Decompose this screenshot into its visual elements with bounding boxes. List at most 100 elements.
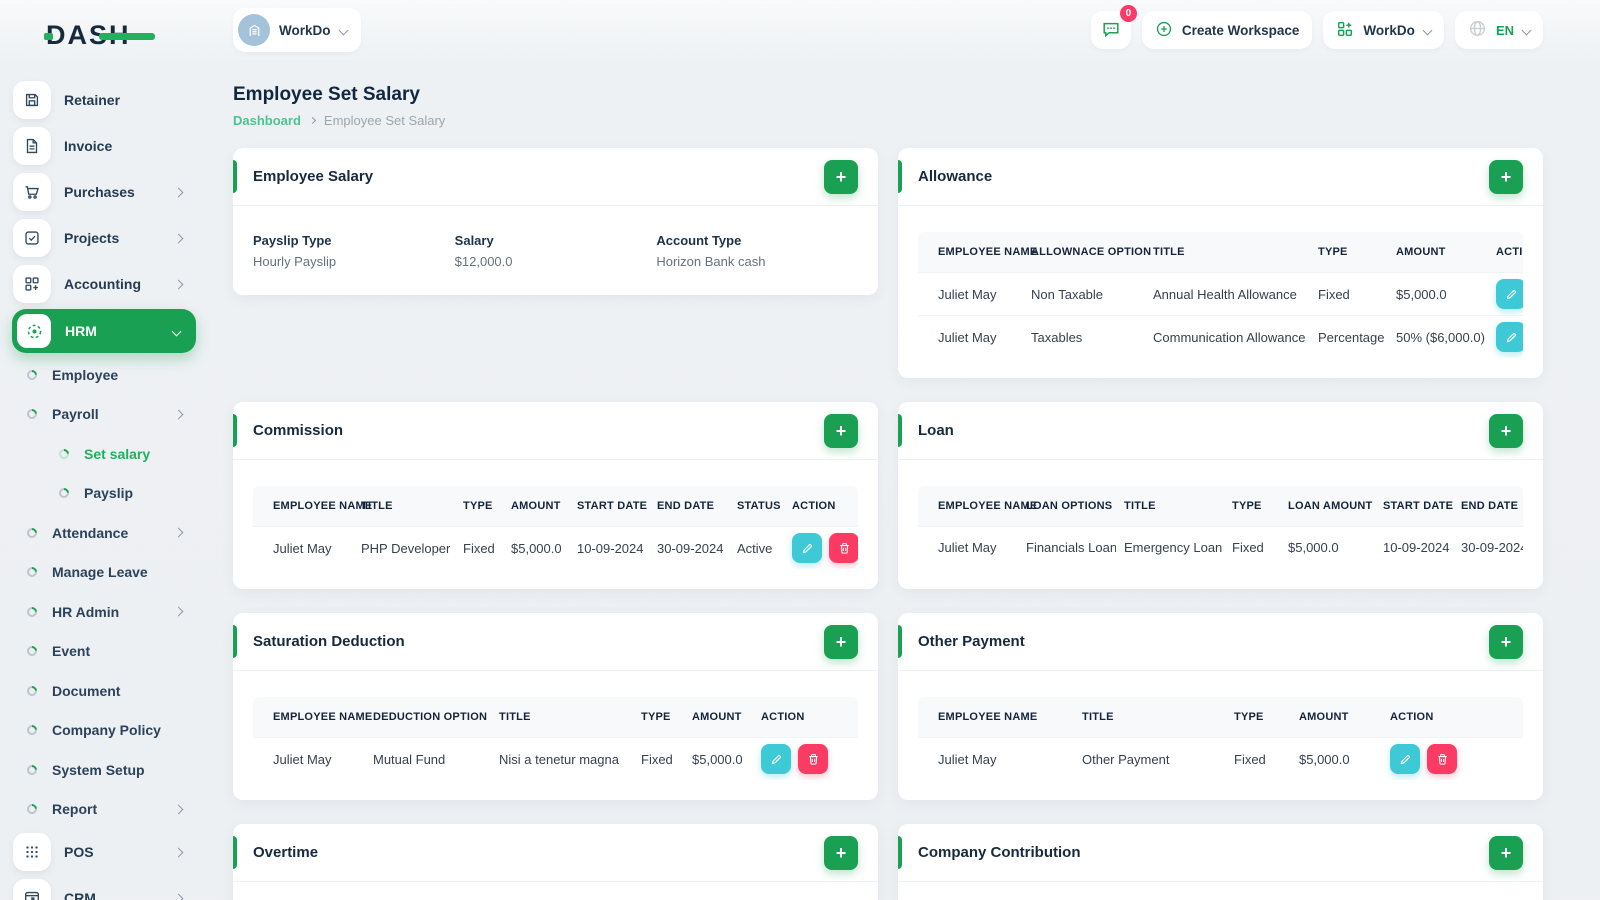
sidebar-item-report[interactable]: Report: [0, 790, 212, 830]
invoice-icon: [13, 127, 51, 165]
chevron-right-icon: [173, 187, 184, 197]
sidebar-item-set-salary[interactable]: Set salary: [0, 434, 212, 474]
bullet-icon: [24, 683, 40, 698]
add-overtime-button[interactable]: +: [824, 835, 858, 870]
sidebar-item-hrm[interactable]: HRM: [12, 309, 196, 353]
edit-button[interactable]: [1496, 279, 1523, 309]
sidebar-item-label: Report: [52, 801, 98, 818]
card-header: Loan +: [898, 402, 1543, 460]
topbar-actions: 0 Create Workspace WorkDo: [1090, 5, 1543, 49]
delete-button[interactable]: [1427, 744, 1457, 774]
field-list: Payslip Type Hourly Payslip Salary $12,000.…: [233, 206, 878, 295]
edit-button[interactable]: [761, 744, 791, 774]
field-value: Hourly Payslip: [253, 254, 337, 269]
chevron-down-icon: [1422, 25, 1433, 35]
other_payment-table: EMPLOYEE NAME TITLE TYPE AMOUNT ACTION Juliet…: [918, 697, 1523, 780]
messages-button[interactable]: 0: [1090, 5, 1137, 49]
add-saturation-deduction-button[interactable]: +: [824, 624, 858, 659]
workspace-switcher[interactable]: WorkDo: [233, 8, 361, 52]
sidebar-item-manage-leave[interactable]: Manage Leave: [0, 553, 212, 593]
table-cell: $5,000.0: [503, 526, 569, 569]
sidebar-item-label: System Setup: [52, 761, 145, 778]
breadcrumb-dashboard-link[interactable]: Dashboard: [233, 113, 301, 128]
table-cell: 30-09-2024: [649, 526, 729, 569]
table-cell: $5,000.0: [1388, 272, 1488, 316]
add-company-contribution-button[interactable]: +: [1489, 835, 1523, 870]
column-header-type: TYPE: [1310, 232, 1388, 273]
actions-cell: [1382, 737, 1523, 780]
card-header: Employee Salary +: [233, 148, 878, 206]
chevron-down-icon: [171, 326, 182, 336]
sidebar-item-attendance[interactable]: Attendance: [0, 513, 212, 553]
edit-button[interactable]: [1390, 744, 1420, 774]
card-allowance: Allowance + EMPLOYEE NAME ALLOWNACE OPTIO…: [898, 148, 1543, 378]
table-cell: Fixed: [1224, 526, 1280, 569]
column-header-title: TITLE: [491, 697, 633, 738]
sidebar-item-pos[interactable]: POS: [0, 829, 212, 875]
sidebar-item-crm[interactable]: CRM: [0, 875, 212, 900]
sidebar-item-label: HRM: [65, 323, 97, 339]
breadcrumb-current: Employee Set Salary: [323, 113, 446, 128]
bullet-icon: [24, 604, 40, 619]
actions-cell: [1488, 272, 1523, 316]
create-workspace-button[interactable]: Create Workspace: [1141, 11, 1313, 49]
chevron-right-icon: [173, 233, 184, 243]
language-label: EN: [1495, 22, 1514, 38]
sidebar-item-label: Manage Leave: [52, 564, 148, 581]
card-header: Company Contribution +: [898, 824, 1543, 882]
add-employee-salary-button[interactable]: +: [824, 159, 858, 194]
sidebar-item-hr-admin[interactable]: HR Admin: [0, 592, 212, 632]
add-commission-button[interactable]: +: [824, 413, 858, 448]
cards-grid: Employee Salary + Payslip Type Hourly Pay…: [233, 148, 1543, 900]
sidebar-item-payroll[interactable]: Payroll: [0, 395, 212, 435]
grid-plus-icon: [1336, 20, 1354, 41]
table-row: Juliet May Financials Loan Emergency Loan F…: [918, 526, 1523, 569]
delete-button[interactable]: [798, 744, 828, 774]
column-header-type: TYPE: [633, 697, 684, 738]
column-header-action: ACTION: [753, 697, 858, 738]
sidebar-item-label: Document: [52, 682, 121, 699]
sidebar-item-system-setup[interactable]: System Setup: [0, 750, 212, 790]
add-loan-button[interactable]: +: [1489, 413, 1523, 448]
card-body: EMPLOYEE NAME TITLE TYPE AMOUNT START DATE EN…: [233, 486, 878, 569]
column-header-employee-name: EMPLOYEE NAME: [918, 486, 1037, 527]
allowance-table: EMPLOYEE NAME ALLOWNACE OPTION TITLE TYPE AM…: [918, 232, 1523, 358]
sidebar-item-projects[interactable]: Projects: [0, 215, 212, 261]
column-header-end-date: END DATE: [649, 486, 729, 527]
add-other-payment-button[interactable]: +: [1489, 624, 1523, 659]
table-cell: 10-09-2024: [1375, 526, 1453, 569]
sidebar-item-label: CRM: [64, 890, 96, 900]
edit-button[interactable]: [1496, 322, 1523, 352]
sidebar-item-accounting[interactable]: Accounting: [0, 261, 212, 307]
table-cell: 30-09-2024: [1453, 526, 1523, 569]
card-header: Allowance +: [898, 148, 1543, 206]
saturation_deduction-table: EMPLOYEE NAME DEDUCTION OPTION TITLE TYPE AM…: [253, 697, 858, 780]
table-cell: Other Payment: [1074, 737, 1226, 780]
workdo-menu-button[interactable]: WorkDo: [1323, 11, 1444, 49]
add-allowance-button[interactable]: +: [1489, 159, 1523, 194]
sidebar-item-label: Invoice: [64, 138, 113, 154]
chevron-right-icon: [173, 409, 184, 420]
sidebar-item-retainer[interactable]: Retainer: [0, 77, 212, 123]
sidebar-item-document[interactable]: Document: [0, 671, 212, 711]
card-header: Commission +: [233, 402, 878, 460]
table-cell: Annual Health Allowance: [1145, 272, 1310, 316]
table-cell: Juliet May: [918, 737, 1074, 780]
language-button[interactable]: EN: [1454, 11, 1543, 49]
sidebar-item-company-policy[interactable]: Company Policy: [0, 711, 212, 751]
sidebar-item-payslip[interactable]: Payslip: [0, 474, 212, 514]
column-header-employee-name: EMPLOYEE NAME: [918, 697, 1074, 738]
sidebar-item-purchases[interactable]: Purchases: [0, 169, 212, 215]
table-cell: $5,000.0: [1291, 737, 1382, 780]
brand-logo[interactable]: DASH: [44, 20, 155, 51]
workspace-building-icon: [238, 14, 270, 46]
sidebar-item-invoice[interactable]: Invoice: [0, 123, 212, 169]
edit-button[interactable]: [792, 533, 822, 563]
card-title: Company Contribution: [918, 844, 1081, 861]
sidebar-item-employee[interactable]: Employee: [0, 355, 212, 395]
card-title: Allowance: [918, 168, 993, 185]
column-header-deduction-option: DEDUCTION OPTION: [365, 697, 491, 738]
delete-button[interactable]: [829, 533, 858, 563]
sidebar-item-event[interactable]: Event: [0, 632, 212, 672]
save-icon: [13, 81, 51, 119]
